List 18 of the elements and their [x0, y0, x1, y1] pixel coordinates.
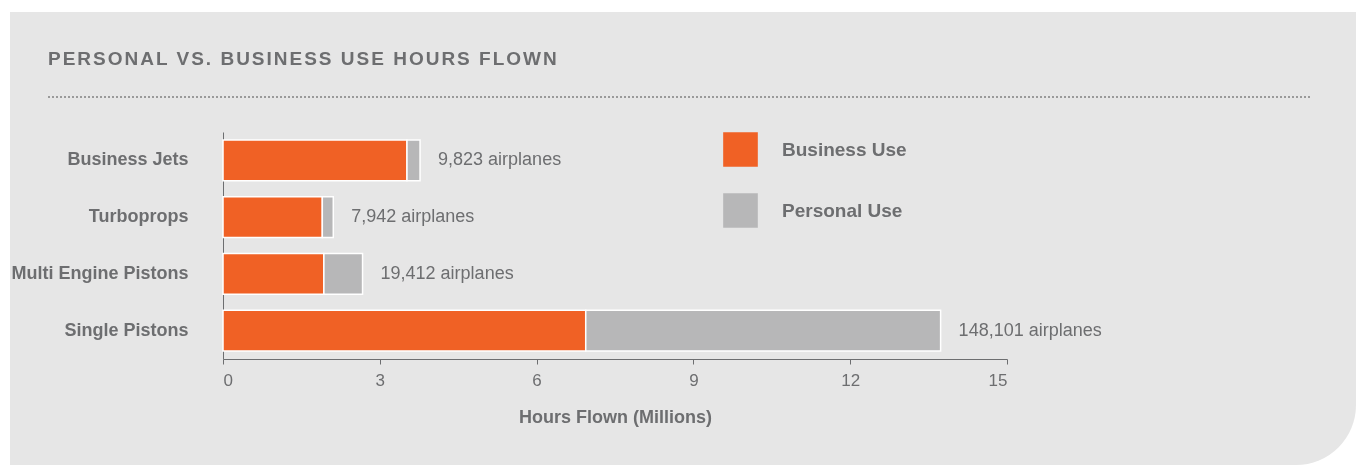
- y-tick-label: Turboprops: [88, 206, 189, 227]
- x-tick-label: 6: [532, 370, 542, 390]
- y-tick-label: Business Jets: [67, 149, 189, 170]
- y-tick-label: Multi Engine Pistons: [11, 262, 189, 283]
- legend-label: Business Use: [782, 138, 907, 160]
- annotation: 9,823 airplanes: [438, 149, 562, 170]
- x-tick-label: 3: [375, 370, 386, 390]
- x-axis-title: Hours Flown (Millions): [519, 406, 712, 427]
- y-tick-label: Single Pistons: [64, 319, 189, 340]
- annotation: 19,412 airplanes: [380, 262, 514, 283]
- x-tick-label: 12: [841, 370, 861, 390]
- x-tick-label: 0: [223, 370, 233, 390]
- annotation: 148,101 airplanes: [958, 319, 1102, 340]
- chart-title: PERSONAL VS. BUSINESS USE HOURS FLOWN: [48, 48, 559, 70]
- legend-label: Personal Use: [782, 199, 903, 221]
- annotation: 7,942 airplanes: [351, 206, 475, 227]
- x-tick-label: 15: [988, 370, 1008, 390]
- x-tick-label: 9: [689, 370, 699, 390]
